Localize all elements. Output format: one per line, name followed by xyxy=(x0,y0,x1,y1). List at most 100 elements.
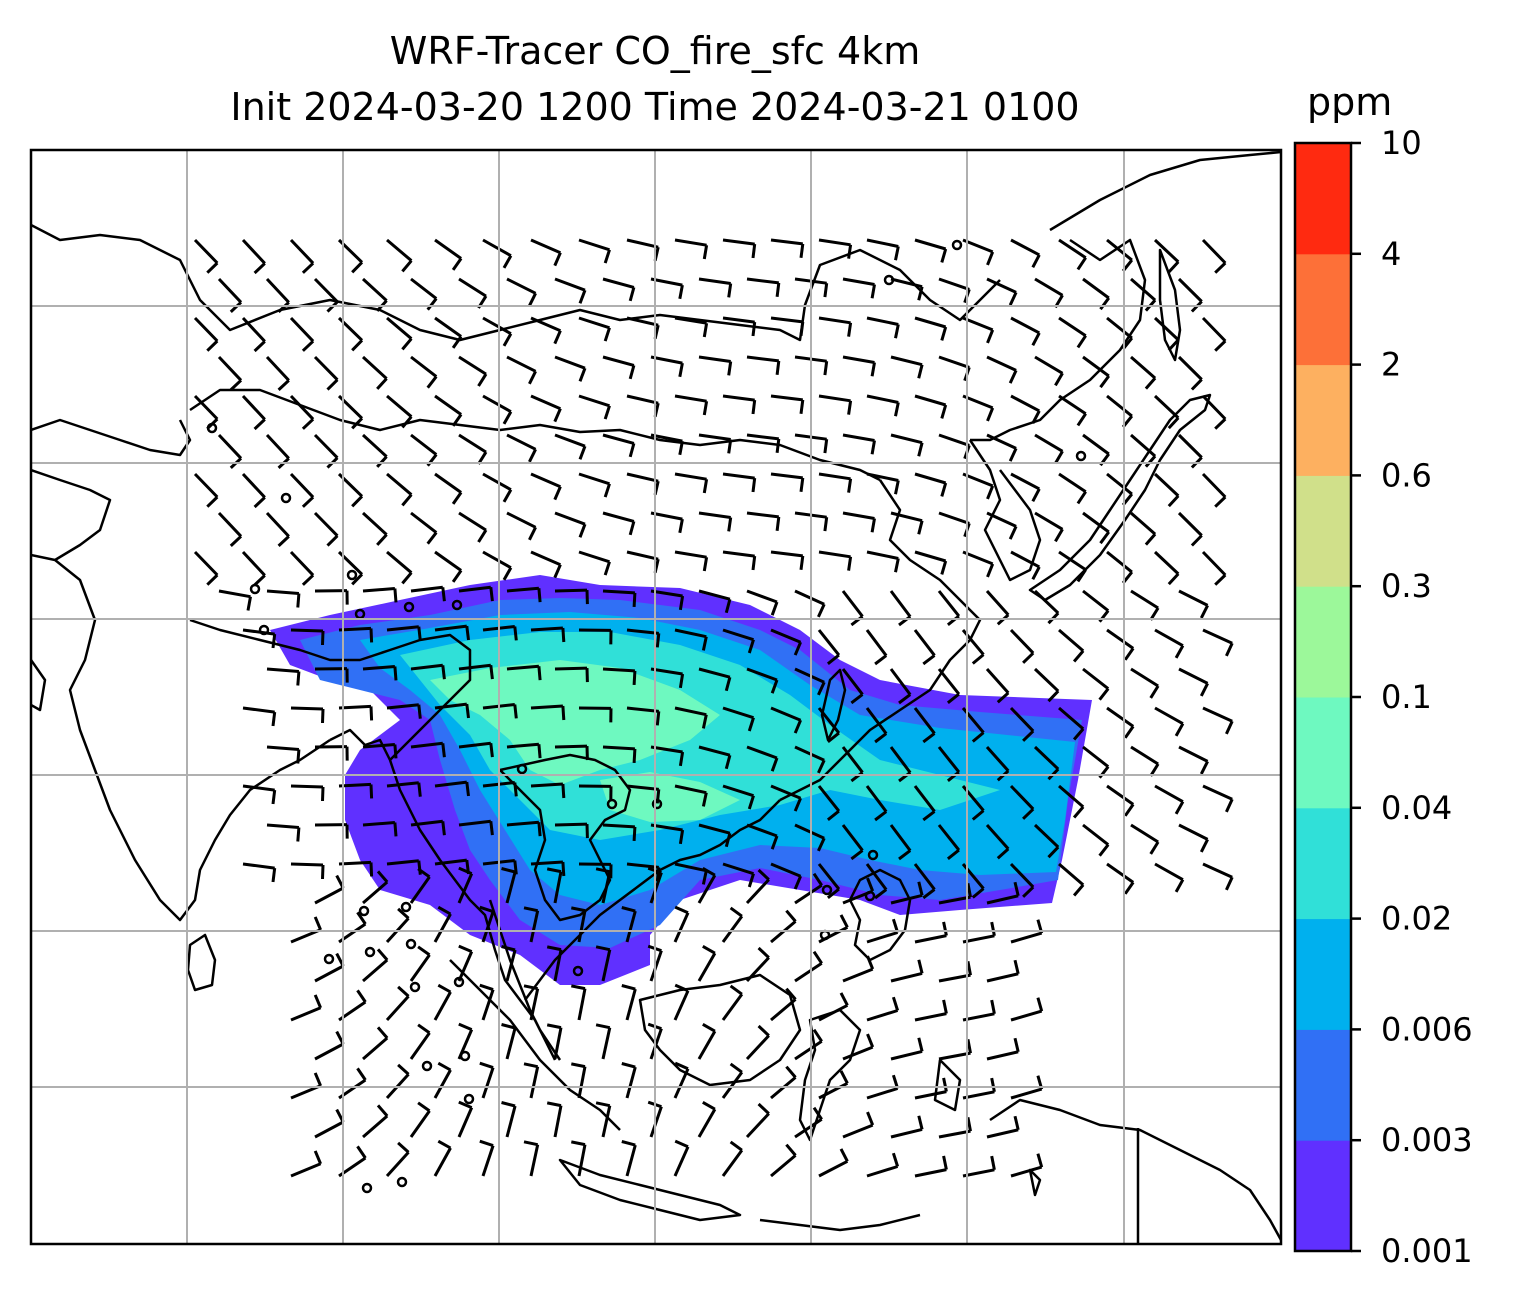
wind-barb xyxy=(649,872,663,904)
wind-barb xyxy=(1130,589,1159,610)
wind-barb-flag xyxy=(922,732,936,744)
wind-barb-flag xyxy=(817,759,826,774)
coastline-philippines xyxy=(848,868,912,962)
wind-barb-flag xyxy=(578,523,587,538)
wind-barb xyxy=(362,958,389,983)
wind-barb xyxy=(1154,862,1184,882)
calm-marker xyxy=(403,601,415,613)
wind-barb xyxy=(625,1066,637,1099)
wind-barb-flag xyxy=(770,679,779,694)
map-title-line1: WRF-Tracer CO_fire_sfc 4km xyxy=(389,29,921,73)
wind-barb xyxy=(409,954,431,982)
wind-barb xyxy=(937,590,961,618)
wind-barb-flag xyxy=(546,1023,562,1030)
colorbar-tick-label: 0.1 xyxy=(1381,678,1432,716)
wind-barb-flag xyxy=(369,628,374,643)
wind-barb xyxy=(554,433,586,448)
wind-barb-flag xyxy=(553,330,562,345)
wind-barb xyxy=(289,238,315,265)
wind-barb-flag xyxy=(1036,1153,1044,1168)
wind-barb-flag xyxy=(393,744,398,759)
wind-barb-flag xyxy=(724,754,732,770)
wind-barb-flag xyxy=(546,867,562,874)
wind-barb-flag xyxy=(874,810,888,822)
wind-barb-flag xyxy=(1167,338,1180,352)
wind-barb-flag xyxy=(489,665,494,680)
wind-barb xyxy=(602,823,635,829)
wind-barb xyxy=(482,316,512,336)
wind-barb xyxy=(554,744,588,749)
wind-barb-flag xyxy=(793,641,802,656)
wind-barb xyxy=(866,1165,899,1178)
wind-barb xyxy=(578,394,610,408)
wind-barb-flag xyxy=(678,829,685,845)
wind-barb-flag xyxy=(301,496,315,508)
wind-barb-flag xyxy=(775,360,781,375)
wind-barb-flag xyxy=(351,573,364,586)
wind-barb xyxy=(434,624,467,632)
wind-barb xyxy=(938,511,970,525)
wind-barb xyxy=(218,589,251,599)
wind-barb-flag xyxy=(940,560,948,575)
wind-barb xyxy=(866,394,899,404)
wind-barb-flag xyxy=(351,261,364,274)
wind-barb xyxy=(433,1069,452,1099)
wind-barb-flag xyxy=(942,921,948,936)
wind-barb-flag xyxy=(785,1143,797,1157)
wind-barb-flag xyxy=(966,1039,972,1054)
wind-barb-flag xyxy=(678,440,684,456)
wind-barb xyxy=(722,628,754,642)
wind-barb xyxy=(290,1006,322,1022)
wind-barb xyxy=(338,782,372,788)
wind-barb-flag xyxy=(850,771,864,783)
calm-marker xyxy=(651,798,663,810)
colorbar-band xyxy=(1295,253,1351,366)
wind-barb xyxy=(985,590,1010,616)
wind-barb-flag xyxy=(501,1101,516,1108)
wind-barb-flag xyxy=(866,877,875,892)
wind-barb xyxy=(914,550,947,563)
wind-barb-flag xyxy=(479,905,494,914)
wind-barb xyxy=(745,1034,770,1061)
wind-barb-flag xyxy=(502,332,513,347)
wind-barb xyxy=(1034,511,1064,531)
wind-barb-flag xyxy=(917,959,924,974)
wind-barb xyxy=(938,277,970,291)
wind-barb-flag xyxy=(1031,410,1041,424)
wind-barb xyxy=(674,394,707,403)
wind-barb-flag xyxy=(479,1139,494,1148)
wind-barb xyxy=(626,706,659,713)
wind-barb-flag xyxy=(701,792,708,807)
wind-barb-flag xyxy=(770,601,779,616)
wind-barb xyxy=(530,782,563,788)
wind-barb xyxy=(770,998,797,1022)
wind-barb-flag xyxy=(678,518,684,534)
wind-barb xyxy=(746,433,779,441)
wind-barb-flag xyxy=(595,1023,611,1030)
wind-barb xyxy=(650,511,683,521)
wind-barb xyxy=(1034,355,1064,375)
wind-barb xyxy=(1130,745,1159,766)
wind-barb xyxy=(314,1042,344,1061)
wind-barb xyxy=(1033,823,1060,849)
wind-barb-flag xyxy=(632,670,637,685)
wind-barb-flag xyxy=(874,888,888,900)
wind-barb xyxy=(890,893,923,905)
wind-barb-flag xyxy=(724,598,732,614)
wind-barb xyxy=(770,706,802,722)
wind-barb-flag xyxy=(1076,334,1087,349)
wind-barb xyxy=(241,550,266,577)
plume-level-0.04b xyxy=(600,772,740,822)
wind-barb-flag xyxy=(898,615,912,627)
wind-barb-flag xyxy=(1225,876,1234,891)
wind-barb-flag xyxy=(351,339,364,352)
wind-barb xyxy=(602,433,635,445)
wind-barb xyxy=(1034,277,1064,297)
wind-barb xyxy=(1153,316,1180,341)
wind-barb-flag xyxy=(502,566,513,581)
wind-barb-flag xyxy=(850,693,864,705)
wind-barb xyxy=(841,746,864,774)
wind-barb xyxy=(530,860,563,866)
wind-barb xyxy=(601,1105,612,1138)
wind-barb xyxy=(433,991,452,1021)
